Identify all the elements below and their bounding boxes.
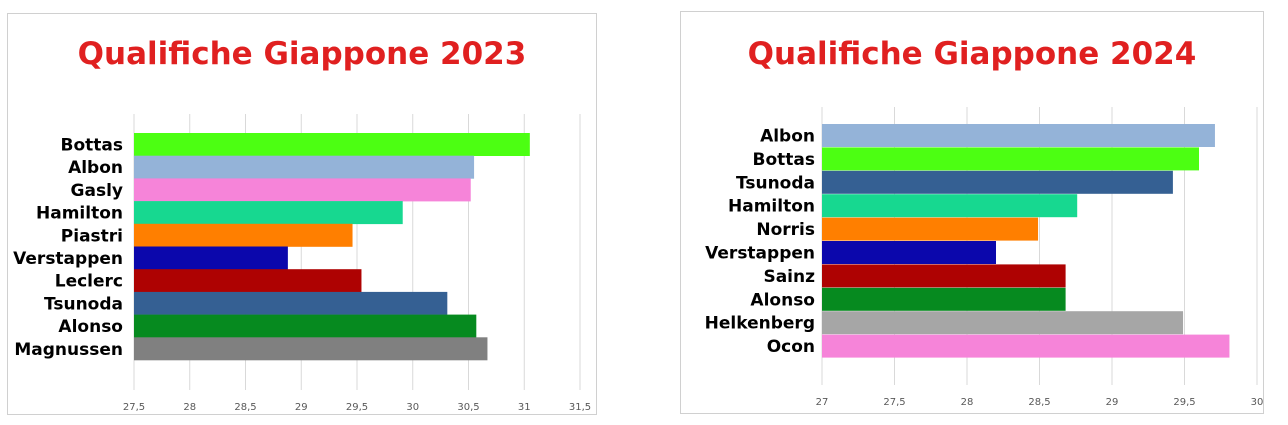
x-tick-label: 29 xyxy=(1106,397,1119,408)
category-label: Hamilton xyxy=(36,204,123,224)
x-tick-label: 27,5 xyxy=(123,402,145,413)
x-tick-label: 27 xyxy=(816,397,829,408)
category-label: Leclerc xyxy=(55,272,123,292)
category-label: Alonso xyxy=(750,290,815,310)
category-label: Verstappen xyxy=(705,244,815,264)
x-tick-label: 31 xyxy=(518,402,531,413)
category-label: Bottas xyxy=(753,150,815,170)
x-tick-label: 29,5 xyxy=(346,402,368,413)
bar-hamilton xyxy=(134,201,403,225)
chart-title: Qualifiche Giappone 2023 xyxy=(77,36,527,72)
category-label: Magnussen xyxy=(14,340,123,360)
bar-magnussen xyxy=(134,337,488,361)
bar-alonso xyxy=(134,314,477,338)
bar-verstappen xyxy=(822,241,996,264)
category-label: Sainz xyxy=(763,267,815,287)
category-label: Alonso xyxy=(58,317,123,337)
category-label: Helkenberg xyxy=(705,314,815,334)
bar-bottas xyxy=(134,133,530,156)
x-tick-label: 28 xyxy=(183,402,196,413)
bar-bottas xyxy=(822,147,1199,171)
chart-panel-2024: Qualifiche Giappone 2024 Albon Bottas Tsun… xyxy=(680,11,1264,414)
bar-hamilton xyxy=(822,194,1078,218)
bar-norris xyxy=(822,217,1039,241)
bar-chart-2024: Albon Bottas Tsunoda Hamilton Norris Verstapp… xyxy=(705,107,1264,408)
chart-title: Qualifiche Giappone 2024 xyxy=(747,36,1197,72)
bar-tsunoda xyxy=(822,170,1173,194)
category-label: Tsunoda xyxy=(736,173,815,193)
chart-panel-2023: Qualifiche Giappone 2023 Bottas Albon Gasl… xyxy=(7,13,597,415)
bar-albon xyxy=(134,155,475,179)
bar-alonso xyxy=(822,287,1066,311)
x-tick-label: 29 xyxy=(295,402,308,413)
x-tick-label: 29,5 xyxy=(1173,397,1195,408)
bar-tsunoda xyxy=(134,291,448,315)
bar-leclerc xyxy=(134,269,362,293)
category-label: Albon xyxy=(760,127,815,147)
x-tick-label: 30,5 xyxy=(457,402,479,413)
bar-piastri xyxy=(134,223,353,247)
category-label: Piastri xyxy=(61,226,123,246)
x-tick-label: 28,5 xyxy=(1028,397,1050,408)
category-label: Albon xyxy=(68,158,123,178)
bar-sainz xyxy=(822,264,1066,288)
bar-albon xyxy=(822,124,1215,147)
x-tick-label: 31,5 xyxy=(569,402,591,413)
x-tick-label: 30 xyxy=(406,402,419,413)
bar-verstappen xyxy=(134,246,288,270)
x-tick-label: 28,5 xyxy=(234,402,256,413)
x-tick-label: 27,5 xyxy=(883,397,905,408)
category-label: Ocon xyxy=(767,337,815,357)
category-label: Hamilton xyxy=(728,197,815,217)
x-tick-label: 30 xyxy=(1251,397,1264,408)
category-label: Bottas xyxy=(61,136,123,156)
category-label: Gasly xyxy=(71,181,123,201)
category-label: Norris xyxy=(756,220,815,240)
category-label: Verstappen xyxy=(13,249,123,269)
category-label: Tsunoda xyxy=(44,294,123,314)
x-tick-label: 28 xyxy=(961,397,974,408)
bar-ocon xyxy=(822,334,1230,358)
bar-gasly xyxy=(134,178,471,202)
bar-helkenberg xyxy=(822,311,1184,335)
